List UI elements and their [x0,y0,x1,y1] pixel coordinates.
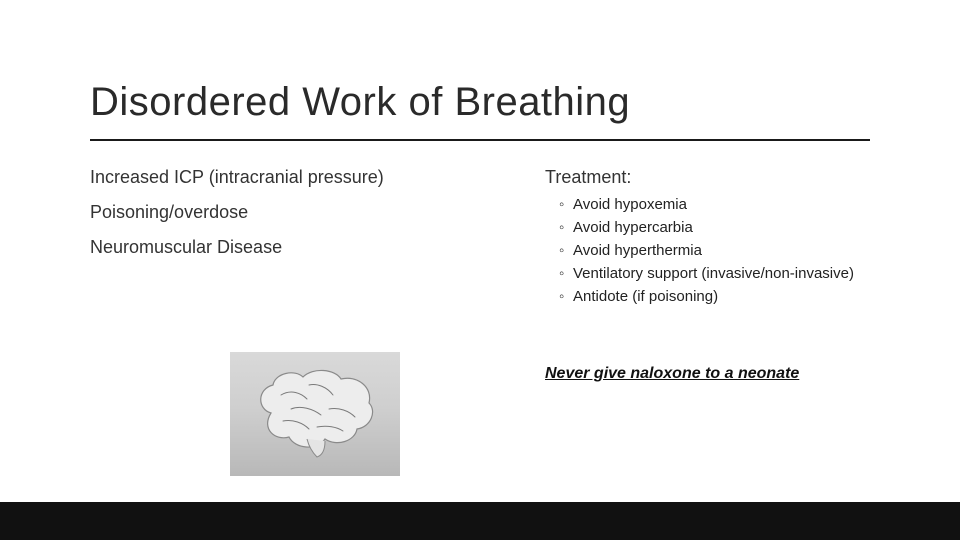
cause-item: Poisoning/overdose [90,202,495,223]
content-columns: Increased ICP (intracranial pressure) Po… [90,167,870,383]
warning-note: Never give naloxone to a neonate [545,365,870,383]
slide-title: Disordered Work of Breathing [90,80,870,125]
treatment-heading: Treatment: [545,167,870,188]
treatment-list: Avoid hypoxemia Avoid hypercarbia Avoid … [545,196,870,305]
treatment-item: Avoid hyperthermia [559,242,870,259]
treatment-column: Treatment: Avoid hypoxemia Avoid hyperca… [545,167,870,383]
brain-image [230,352,400,476]
treatment-item: Avoid hypoxemia [559,196,870,213]
cause-item: Increased ICP (intracranial pressure) [90,167,495,188]
brain-icon [251,365,379,463]
causes-column: Increased ICP (intracranial pressure) Po… [90,167,495,383]
cause-item: Neuromuscular Disease [90,237,495,258]
title-rule [90,139,870,141]
treatment-item: Antidote (if poisoning) [559,288,870,305]
treatment-item: Ventilatory support (invasive/non-invasi… [559,265,870,282]
treatment-item: Avoid hypercarbia [559,219,870,236]
footer-bar [0,502,960,540]
slide-body: Disordered Work of Breathing Increased I… [0,0,960,383]
